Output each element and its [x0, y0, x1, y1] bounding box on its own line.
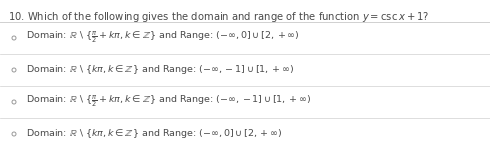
Text: Domain: $\mathbb{R} \setminus \{k\pi, k \in \mathbb{Z}\}$ and Range: $(-\infty, : Domain: $\mathbb{R} \setminus \{k\pi, k … — [26, 63, 294, 77]
Circle shape — [12, 36, 16, 40]
Circle shape — [12, 68, 16, 72]
Text: Domain: $\mathbb{R} \setminus \{k\pi, k \in \mathbb{Z}\}$ and Range: $(-\infty, : Domain: $\mathbb{R} \setminus \{k\pi, k … — [26, 128, 283, 140]
Text: Domain: $\mathbb{R} \setminus \{\frac{\pi}{2} + k\pi, k \in \mathbb{Z}\}$ and Ra: Domain: $\mathbb{R} \setminus \{\frac{\p… — [26, 94, 311, 110]
Circle shape — [12, 100, 16, 104]
Text: Domain: $\mathbb{R} \setminus \{\frac{\pi}{2} + k\pi, k \in \mathbb{Z}\}$ and Ra: Domain: $\mathbb{R} \setminus \{\frac{\p… — [26, 30, 300, 46]
Text: 10. Which of the following gives the domain and range of the function $y = \math: 10. Which of the following gives the dom… — [8, 10, 429, 24]
Circle shape — [12, 132, 16, 136]
